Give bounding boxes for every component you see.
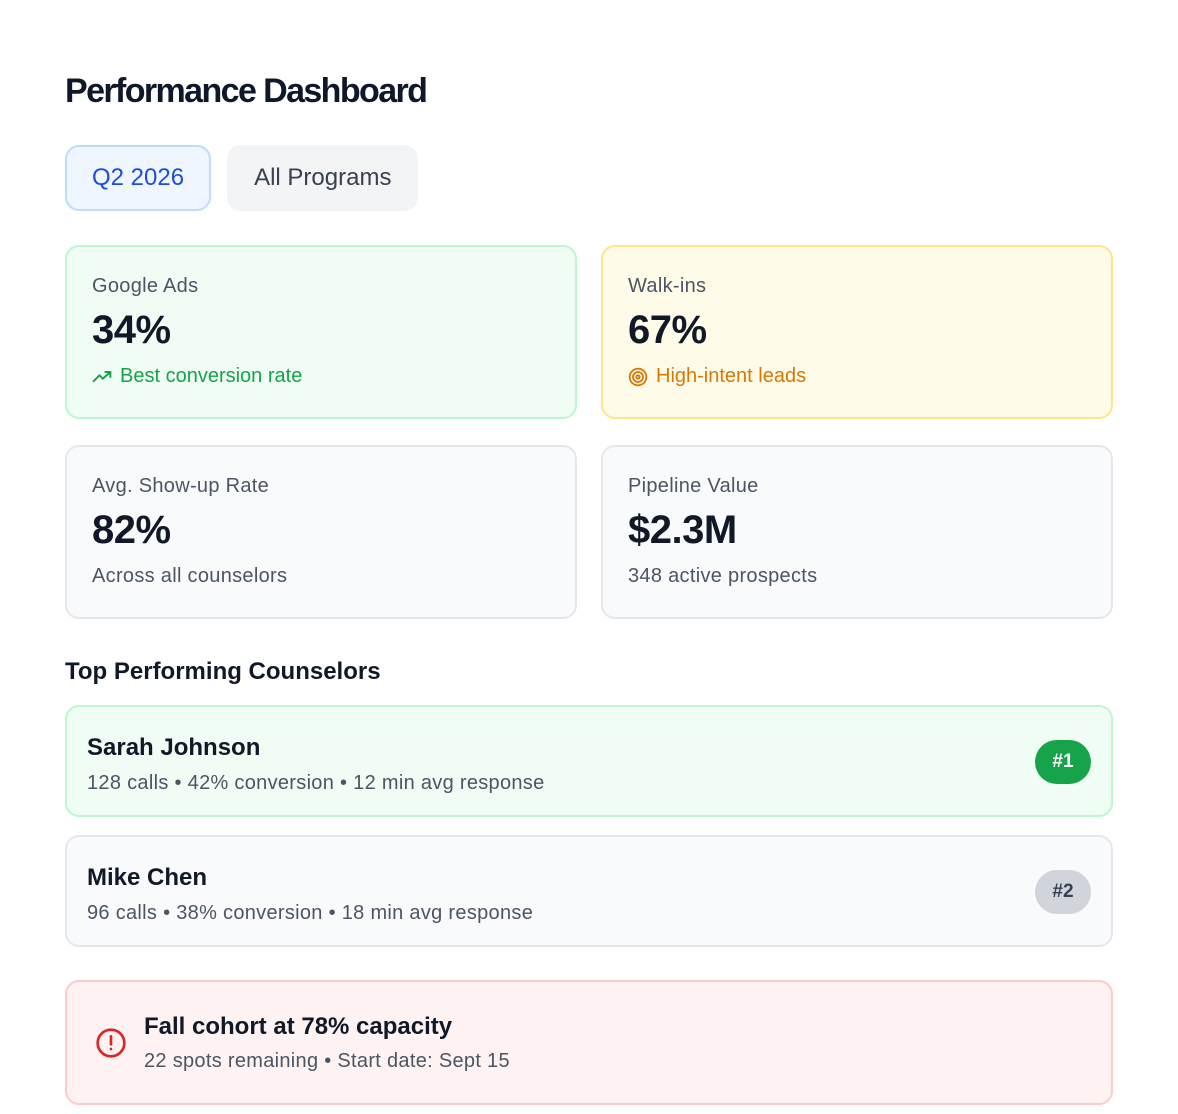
metric-value: 67% (628, 308, 707, 352)
target-icon (628, 367, 648, 386)
metric-value: 34% (92, 308, 171, 352)
metric-label: Avg. Show-up Rate (92, 475, 270, 497)
rank-badge: #2 (1035, 870, 1091, 914)
metric-card-walk-ins: Walk-ins 67% High-intent leads (601, 245, 1113, 419)
metric-value: 82% (92, 508, 171, 552)
filter-bar: Q2 2026 All Programs (65, 145, 419, 211)
metric-label: Walk-ins (628, 275, 707, 297)
filter-chip-quarter[interactable]: Q2 2026 (65, 145, 212, 211)
metric-card-show-up-rate: Avg. Show-up Rate 82% Across all counsel… (65, 445, 577, 619)
metric-value: $2.3M (628, 508, 737, 552)
metric-note: Across all counselors (92, 565, 288, 587)
alert-circle-icon (96, 1028, 126, 1058)
counselor-stats: 128 calls • 42% conversion • 12 min avg … (87, 772, 545, 794)
rank-badge: #1 (1035, 740, 1091, 784)
filter-chip-programs[interactable]: All Programs (227, 145, 419, 211)
metric-note: Best conversion rate (92, 365, 550, 388)
metric-note: 348 active prospects (628, 565, 818, 587)
metric-label: Pipeline Value (628, 475, 759, 497)
section-title-counselors: Top Performing Counselors (65, 658, 381, 685)
page-title: Performance Dashboard (65, 72, 428, 110)
metric-label: Google Ads (92, 275, 199, 297)
alert-title: Fall cohort at 78% capacity (144, 1013, 453, 1040)
metric-card-pipeline-value: Pipeline Value $2.3M 348 active prospect… (601, 445, 1113, 619)
metric-note: High-intent leads (628, 365, 1086, 388)
metrics-grid: Google Ads 34% Best conversion rate Walk… (65, 245, 1113, 619)
trending-up-icon (92, 370, 112, 382)
counselor-name: Sarah Johnson (87, 734, 261, 761)
capacity-alert: Fall cohort at 78% capacity 22 spots rem… (65, 980, 1113, 1105)
counselor-card[interactable]: Mike Chen 96 calls • 38% conversion • 18… (65, 835, 1113, 947)
alert-subtitle: 22 spots remaining • Start date: Sept 15 (144, 1050, 510, 1072)
metric-card-google-ads: Google Ads 34% Best conversion rate (65, 245, 577, 419)
counselor-stats: 96 calls • 38% conversion • 18 min avg r… (87, 902, 534, 924)
metric-note-text: High-intent leads (656, 365, 807, 387)
metric-note-text: Best conversion rate (120, 365, 303, 387)
counselor-card[interactable]: Sarah Johnson 128 calls • 42% conversion… (65, 705, 1113, 817)
counselor-name: Mike Chen (87, 864, 208, 891)
